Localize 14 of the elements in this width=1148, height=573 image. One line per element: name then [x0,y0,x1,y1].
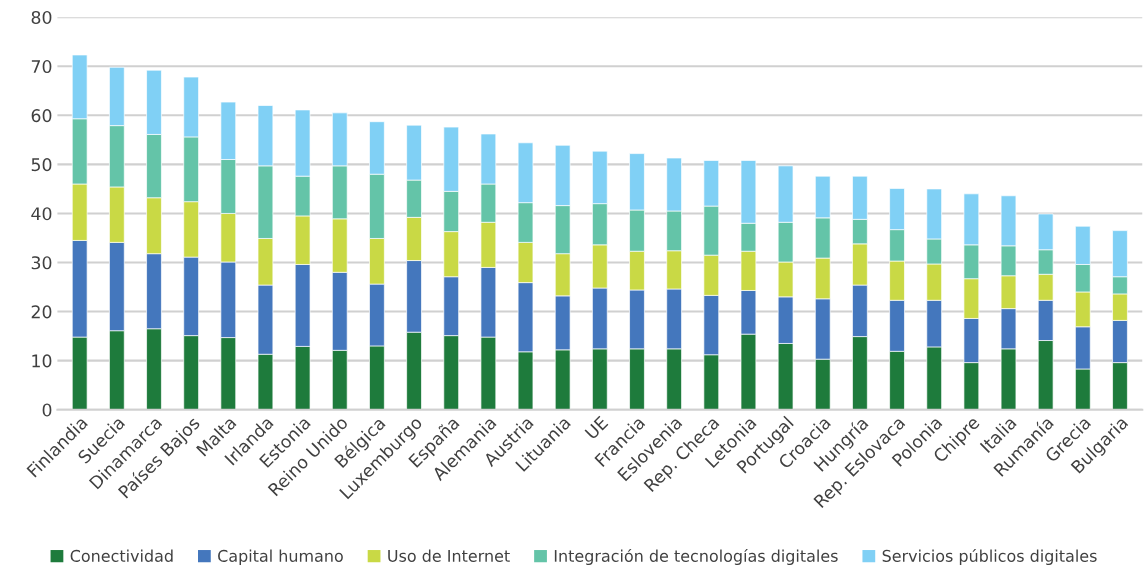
legend-label: Uso de Internet [388,549,510,562]
y-tick-label: 50 [31,158,52,172]
y-tick-label: 60 [31,109,52,123]
y-tick-label: 70 [31,59,52,74]
legend-label: Capital humano [218,549,343,566]
y-tick-label: 20 [31,305,52,319]
y-tick-label: 30 [31,256,52,270]
y-tick-label: 10 [32,354,52,368]
y-tick-label: 80 [31,10,52,25]
legend-label: Conectividad [70,549,173,562]
legend-label: Integración de tecnologías digitales [554,548,838,566]
y-tick-label: 40 [31,207,52,221]
y-tick-label: 0 [42,403,52,417]
legend-label: Servicios públicos digitales [882,548,1097,566]
